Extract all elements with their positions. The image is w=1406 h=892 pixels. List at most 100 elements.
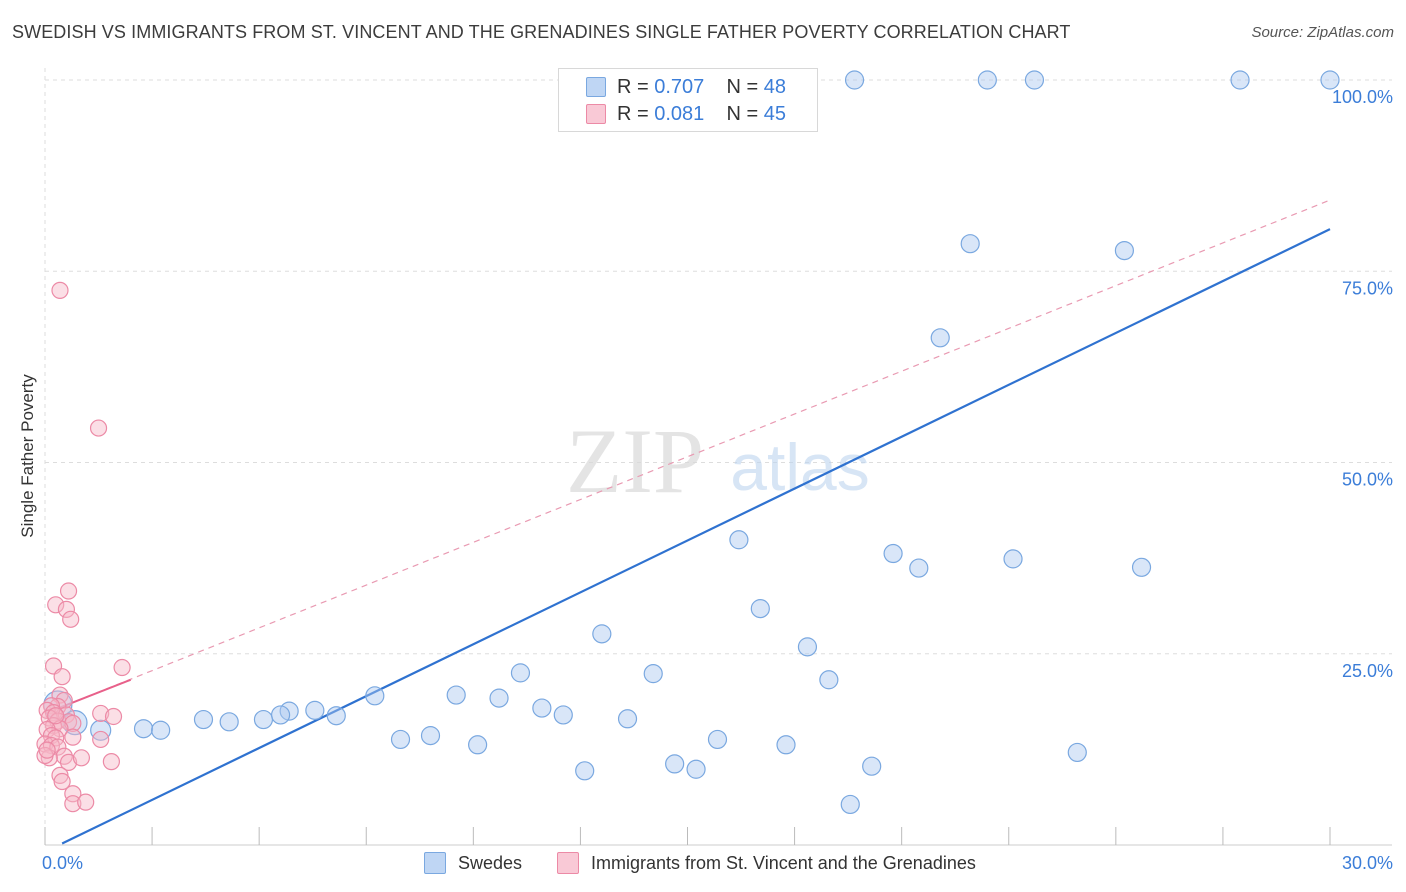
- point-swedes: [1320, 70, 1340, 90]
- point-swedes: [776, 735, 796, 755]
- legend-text-immigrants: R = 0.081 N = 45: [617, 103, 786, 126]
- point-immigrants: [59, 582, 78, 600]
- point-swedes: [1003, 549, 1023, 569]
- point-immigrants: [92, 730, 110, 749]
- point-immigrants: [51, 281, 69, 299]
- y-tick-label: 50.0%: [1342, 470, 1393, 490]
- point-swedes: [960, 234, 980, 254]
- point-immigrants: [53, 772, 71, 791]
- point-swedes: [1024, 70, 1045, 90]
- point-swedes: [151, 720, 171, 740]
- data-points: [36, 70, 1340, 815]
- point-immigrants: [64, 795, 82, 813]
- point-swedes: [819, 670, 839, 690]
- n-label: N =: [726, 75, 764, 98]
- point-swedes: [1114, 240, 1135, 261]
- gridlines: [44, 68, 1392, 845]
- point-swedes: [883, 543, 903, 564]
- legend-swatch-pink: [557, 852, 579, 874]
- point-swedes: [253, 709, 274, 730]
- point-swedes: [365, 686, 385, 706]
- x-tick-label: 30.0%: [1342, 853, 1393, 873]
- point-swedes: [219, 712, 239, 732]
- y-tick-label: 75.0%: [1342, 278, 1393, 298]
- point-immigrants: [77, 793, 95, 811]
- axes: [44, 827, 1392, 846]
- legend-label-swedes: Swedes: [458, 852, 523, 873]
- point-swedes: [909, 558, 929, 578]
- correlation-legend: R = 0.707 N = 48 R = 0.081 N = 45: [558, 68, 818, 132]
- point-swedes: [532, 698, 552, 718]
- y-tick-label: 25.0%: [1342, 661, 1393, 681]
- watermark-atlas: atlas: [730, 430, 869, 504]
- point-immigrants: [51, 720, 69, 738]
- trend-line-swedes: [61, 228, 1331, 845]
- point-immigrants: [72, 749, 91, 767]
- watermark-zip: ZIP: [566, 410, 704, 512]
- point-swedes: [553, 705, 573, 725]
- legend-label-immigrants: Immigrants from St. Vincent and the Gren…: [591, 852, 976, 873]
- point-swedes: [592, 624, 612, 644]
- point-swedes: [643, 664, 663, 684]
- trend-lines: [44, 199, 1331, 845]
- r-value-immigrants: 0.081: [654, 102, 705, 125]
- legend-swatch-pink: [586, 104, 606, 124]
- point-swedes: [90, 719, 112, 741]
- point-immigrants: [64, 728, 82, 746]
- point-swedes: [930, 328, 950, 348]
- legend-item-swedes[interactable]: Swedes: [424, 852, 522, 874]
- n-label: N =: [726, 102, 764, 125]
- n-value-swedes: 48: [763, 75, 787, 98]
- point-swedes: [977, 70, 997, 90]
- point-immigrants: [53, 668, 71, 686]
- point-immigrants: [64, 785, 82, 803]
- point-swedes: [665, 754, 685, 774]
- point-swedes: [1230, 70, 1250, 90]
- r-value-swedes: 0.707: [654, 75, 705, 98]
- point-immigrants: [59, 753, 78, 771]
- point-immigrants: [104, 707, 123, 726]
- legend-swatch-blue: [586, 77, 606, 97]
- point-swedes: [686, 759, 706, 779]
- point-swedes: [270, 705, 291, 725]
- point-swedes: [729, 530, 749, 550]
- x-tick-label: 0.0%: [42, 853, 83, 873]
- point-swedes: [797, 637, 818, 657]
- point-swedes: [510, 663, 531, 683]
- source-label: Source: ZipAtlas.com: [1251, 24, 1394, 41]
- point-immigrants: [113, 658, 131, 677]
- legend-swatch-blue: [424, 852, 446, 874]
- point-swedes: [750, 599, 770, 619]
- point-swedes: [305, 700, 325, 720]
- point-swedes: [390, 729, 411, 750]
- series-legend: Swedes Immigrants from St. Vincent and t…: [0, 852, 1406, 878]
- point-swedes: [193, 709, 214, 730]
- point-immigrants: [47, 707, 65, 725]
- legend-text-swedes: R = 0.707 N = 48: [617, 76, 786, 99]
- point-swedes: [862, 756, 882, 776]
- point-immigrants: [89, 419, 108, 437]
- y-tick-label: 100.0%: [1332, 87, 1393, 107]
- point-swedes: [840, 794, 860, 815]
- point-immigrants: [64, 714, 82, 732]
- point-swedes: [1131, 557, 1152, 577]
- point-swedes: [468, 735, 488, 755]
- point-immigrants: [62, 610, 80, 628]
- tick-labels: 0.0% 30.0% 25.0% 50.0% 75.0% 100.0%: [42, 87, 1393, 873]
- point-swedes: [446, 685, 466, 705]
- point-immigrants: [102, 753, 120, 771]
- point-swedes: [1067, 742, 1087, 763]
- point-swedes: [489, 688, 509, 708]
- point-immigrants: [38, 741, 56, 759]
- point-swedes: [707, 729, 728, 750]
- r-label: R =: [617, 102, 655, 125]
- n-value-immigrants: 45: [763, 102, 787, 125]
- legend-item-immigrants[interactable]: Immigrants from St. Vincent and the Gren…: [557, 852, 976, 874]
- point-immigrants: [47, 596, 65, 614]
- point-swedes: [326, 706, 346, 726]
- point-immigrants: [92, 704, 110, 723]
- chart-title: SWEDISH VS IMMIGRANTS FROM ST. VINCENT A…: [12, 22, 1071, 42]
- point-swedes: [420, 726, 441, 746]
- point-swedes: [575, 761, 595, 781]
